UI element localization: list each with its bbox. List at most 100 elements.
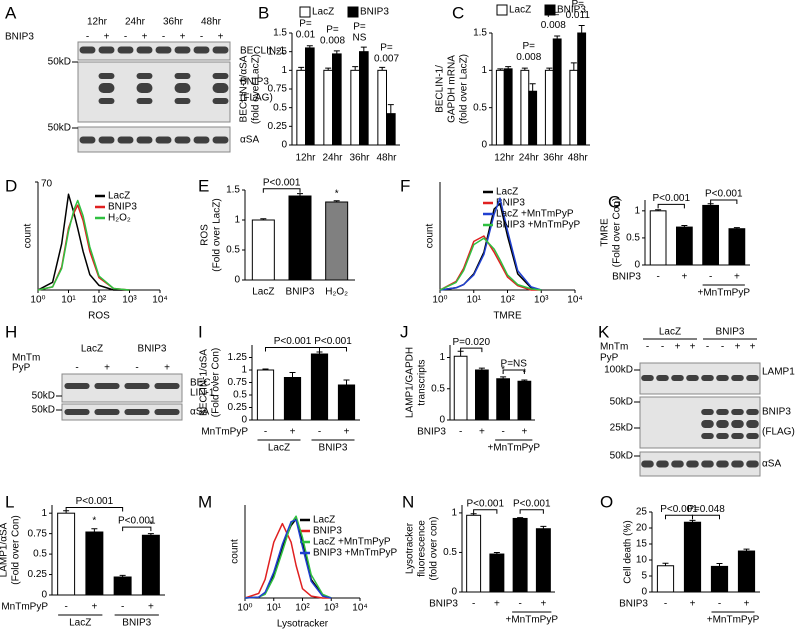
blot-band	[98, 83, 115, 93]
x-tick-label: 10⁴	[352, 603, 367, 614]
lane-sign: -	[135, 363, 138, 374]
blot-band	[731, 409, 744, 415]
error-bar	[298, 66, 305, 71]
row-label: MnTm	[600, 342, 628, 353]
blot-band	[716, 433, 729, 439]
blot-band	[98, 136, 115, 144]
y-axis-label: count	[23, 224, 34, 249]
blot-band	[174, 73, 191, 79]
y-tick-label: 1	[41, 508, 47, 519]
y-axis-label: (fold over LacZ)	[459, 54, 470, 124]
size-marker: 100kD	[604, 365, 633, 376]
x-tick-label: +	[681, 272, 687, 283]
error-bar	[147, 533, 154, 536]
x-axis-label: ROS	[88, 311, 110, 322]
protein-label: LIN-1	[190, 388, 215, 399]
error-bar	[529, 83, 536, 92]
protein-label: BECLIN-1	[240, 46, 285, 57]
x-tick-label: BNIP3	[286, 287, 315, 298]
protein-label: BEC-	[190, 378, 214, 389]
error-bar	[689, 519, 696, 523]
p-value: NS	[353, 33, 367, 44]
error-bar	[497, 68, 504, 71]
y-tick-label: 0.5	[226, 245, 240, 256]
protein-label: αSA	[240, 135, 259, 146]
lane-sign: +	[180, 32, 186, 43]
blot-band	[155, 46, 172, 54]
significance-bracket	[657, 203, 685, 209]
p-value: P=	[326, 25, 339, 36]
x-tick-label: +	[540, 599, 546, 610]
error-bar	[521, 67, 528, 71]
panel-letter: N	[402, 492, 414, 511]
x-tick-label: -	[264, 427, 267, 438]
legend-swatch	[496, 4, 508, 16]
y-tick-label: 0.25	[228, 402, 248, 413]
blot-band	[212, 136, 229, 144]
blot-band	[746, 433, 759, 439]
legend-swatch	[347, 6, 359, 18]
legend-label: BNIP3	[557, 5, 586, 16]
bar	[113, 576, 132, 596]
error-bar	[505, 66, 512, 69]
y-tick-label: 20	[636, 523, 648, 534]
histogram-curve	[37, 199, 130, 291]
panel-letter: O	[600, 492, 613, 511]
x-tick-label: +	[148, 602, 154, 613]
p-value: P=0.048	[687, 504, 725, 515]
x-tick-label: 24hr	[322, 153, 343, 164]
bar	[489, 553, 505, 593]
blot-band	[117, 136, 134, 144]
blot-band	[716, 460, 729, 468]
blot-band	[64, 409, 90, 415]
bar	[85, 531, 104, 596]
y-axis-label: (Fold over Con)	[612, 198, 623, 267]
x-tick-label: 10¹	[467, 295, 482, 306]
blot-band	[656, 460, 669, 468]
p-value: 0.008	[320, 36, 345, 47]
x-row-label: BNIP3	[417, 427, 446, 438]
error-bar	[387, 104, 394, 114]
bar	[569, 69, 579, 146]
size-marker: 50kD	[32, 405, 55, 416]
panel-letter: J	[400, 322, 409, 341]
group-label: +MnTmPyP	[707, 615, 760, 626]
p-value: 0.007	[374, 54, 399, 65]
histogram-curve	[439, 237, 542, 291]
blot-band	[746, 460, 759, 468]
lane-sign: +	[142, 32, 148, 43]
lane-group-label: 36hr	[163, 17, 184, 28]
x-tick-label: +	[744, 599, 750, 610]
lane-group-label: LacZ	[81, 344, 103, 355]
y-axis-label: fluorescence	[417, 520, 428, 577]
x-tick-label: 10⁰	[30, 295, 45, 306]
error-bar	[478, 367, 485, 370]
x-tick-label: -	[64, 602, 67, 613]
y-axis-label: Lysotracker	[405, 522, 416, 574]
x-tick-label: 10³	[324, 603, 339, 614]
panel-letter: E	[198, 176, 209, 195]
bar	[728, 228, 746, 266]
error-bar	[716, 563, 723, 567]
x-row-label: MnTmPyP	[201, 427, 248, 438]
x-tick-label: -	[121, 602, 124, 613]
blot-band	[212, 73, 229, 79]
bar	[377, 69, 387, 146]
size-marker: 50kD	[32, 391, 55, 402]
y-tick-label: 1.25	[228, 352, 248, 363]
histogram-curve	[244, 519, 332, 599]
y-tick-label: 0	[641, 587, 647, 598]
lane-group-label: 48hr	[201, 17, 222, 28]
histogram-curve	[439, 235, 542, 291]
x-row-label: BNIP3	[619, 599, 648, 610]
size-marker: 50kD	[48, 57, 71, 68]
blot-band	[193, 136, 210, 144]
lane-sign: -	[721, 342, 724, 353]
error-bar	[681, 224, 688, 228]
x-tick-label: 10²	[295, 603, 310, 614]
error-bar	[500, 376, 507, 379]
bar	[325, 201, 349, 281]
blot-band	[136, 73, 153, 79]
y-tick-label: 1	[241, 365, 247, 376]
lane-sign: +	[218, 32, 224, 43]
